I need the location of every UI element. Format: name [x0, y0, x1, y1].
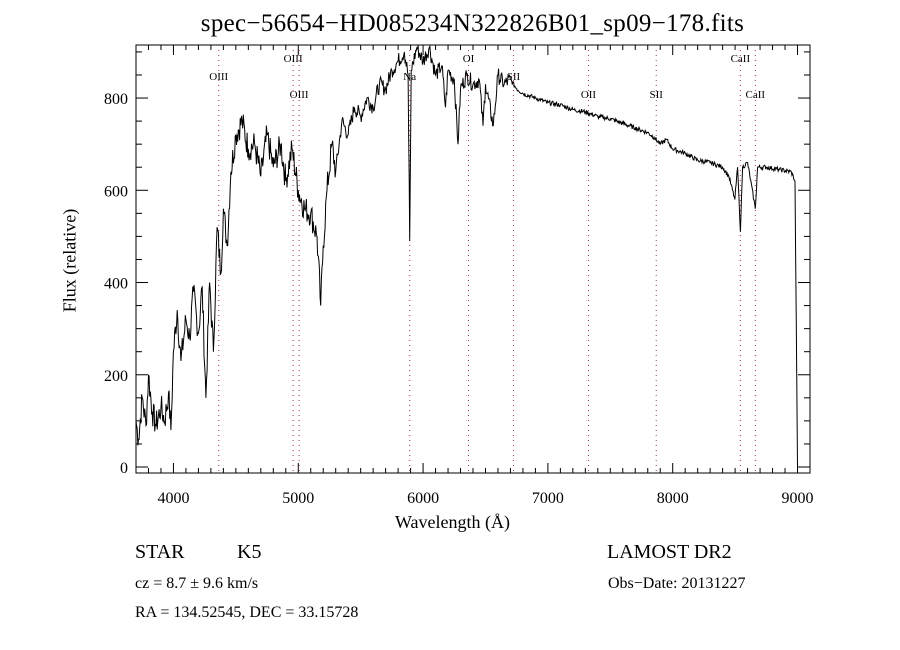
- x-tick-label: 8000: [657, 490, 689, 507]
- line-marker-label: OIII: [209, 71, 228, 83]
- line-marker-label: CaII: [731, 53, 751, 65]
- line-marker-label: SII: [650, 89, 664, 101]
- survey-name: LAMOST DR2: [607, 541, 732, 563]
- line-marker-label: OIII: [290, 89, 309, 101]
- line-marker-label: OIII: [284, 53, 303, 65]
- spectrum-line: [135, 44, 798, 468]
- y-axis-label: Flux (relative): [59, 208, 80, 313]
- y-tick-label: 0: [120, 460, 128, 477]
- line-marker-label: Na: [403, 71, 416, 83]
- y-tick-label: 600: [104, 183, 128, 200]
- object-subclass: K5: [237, 541, 262, 563]
- redshift-cz: cz = 8.7 ± 9.6 km/s: [135, 575, 259, 592]
- line-marker-label: OI: [463, 53, 475, 65]
- x-tick-label: 7000: [532, 490, 564, 507]
- object-type: STAR: [135, 541, 185, 563]
- y-tick-label: 200: [104, 368, 128, 385]
- x-tick-label: 5000: [282, 490, 314, 507]
- chart-title: spec−56654−HD085234N322826B01_sp09−178.f…: [200, 10, 745, 37]
- ra-dec-coordinates: RA = 134.52545, DEC = 33.15728: [135, 604, 359, 621]
- line-marker-label: CaII: [746, 89, 766, 101]
- x-tick-label: 9000: [782, 490, 814, 507]
- observation-date: Obs−Date: 20131227: [608, 575, 746, 592]
- y-tick-label: 400: [104, 276, 128, 293]
- x-tick-label: 4000: [157, 490, 189, 507]
- x-tick-label: 6000: [407, 490, 439, 507]
- x-axis-label: Wavelength (Å): [395, 512, 511, 532]
- line-marker-label: OII: [581, 89, 597, 101]
- y-tick-label: 800: [104, 91, 128, 108]
- plot-frame: [135, 44, 811, 474]
